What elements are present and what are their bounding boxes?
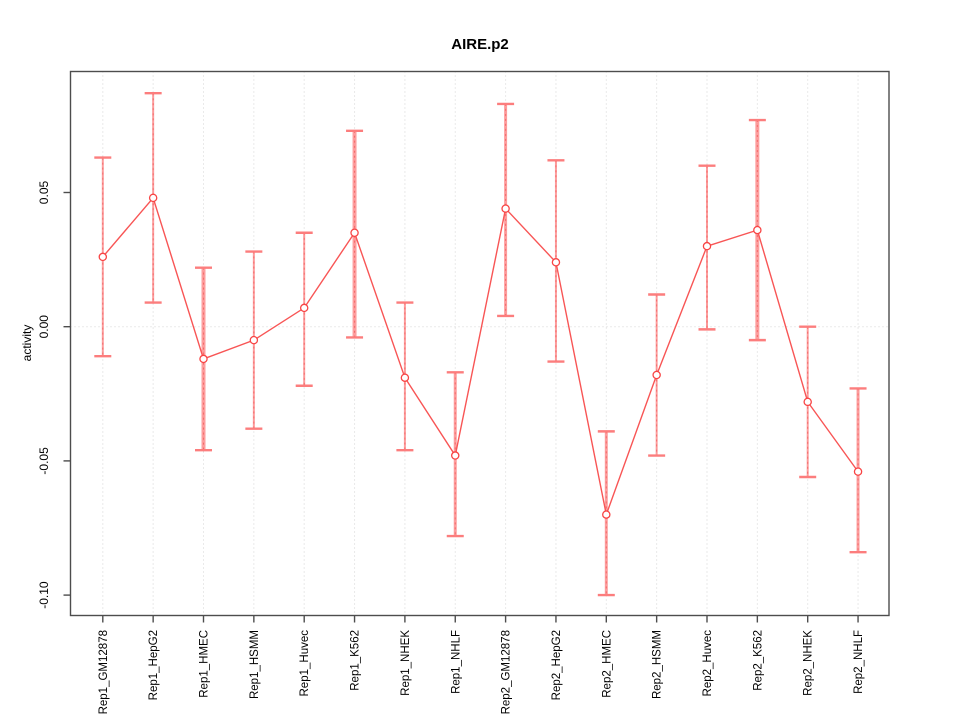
data-point	[199, 354, 208, 364]
data-point	[702, 241, 712, 251]
x-tick-label: Rep1_K562	[350, 630, 362, 691]
series-line	[102, 196, 859, 518]
data-point	[350, 228, 359, 238]
x-tick-label: Rep2_K562	[752, 630, 764, 691]
data-point	[98, 252, 108, 262]
x-tick-label: Rep2_NHLF	[853, 630, 865, 694]
chart-title: AIRE.p2	[451, 36, 509, 53]
data-point	[853, 467, 863, 476]
data-point	[803, 397, 812, 407]
data-point	[148, 193, 158, 203]
data-point	[249, 335, 259, 345]
x-tick-label: Rep1_Huvec	[299, 630, 311, 697]
data-point	[551, 258, 561, 267]
data-point	[753, 225, 762, 235]
x-tick-label: Rep2_HSMM	[652, 630, 664, 699]
x-tick-label: Rep1_NHEK	[400, 630, 412, 696]
y-tick-label: -0.10	[37, 581, 51, 609]
x-tick-label: Rep2_Huvec	[702, 630, 714, 697]
x-tick-label: Rep1_GM12878	[98, 630, 110, 714]
x-tick-label: Rep1_HSMM	[249, 630, 261, 699]
data-point	[299, 303, 309, 313]
x-tick-label: Rep2_NHEK	[803, 630, 815, 696]
x-tick-label: Rep2_HepG2	[551, 630, 563, 700]
x-tick-label: Rep1_HMEC	[199, 630, 211, 698]
data-point	[652, 370, 661, 380]
data-point	[400, 373, 410, 382]
y-tick-label: 0.00	[37, 315, 51, 339]
y-axis-label: activity	[20, 324, 34, 362]
x-tick-label: Rep2_GM12878	[501, 630, 513, 714]
data-point	[501, 204, 510, 213]
plot-border	[69, 70, 890, 617]
y-tick-label: -0.05	[37, 447, 51, 475]
data-point	[602, 510, 611, 519]
y-tick-label: 0.05	[37, 180, 51, 204]
x-tick-label: Rep1_NHLF	[450, 630, 462, 694]
data-point	[450, 451, 460, 460]
x-tick-label: Rep1_HepG2	[148, 630, 160, 700]
x-tick-label: Rep2_HMEC	[601, 630, 613, 698]
